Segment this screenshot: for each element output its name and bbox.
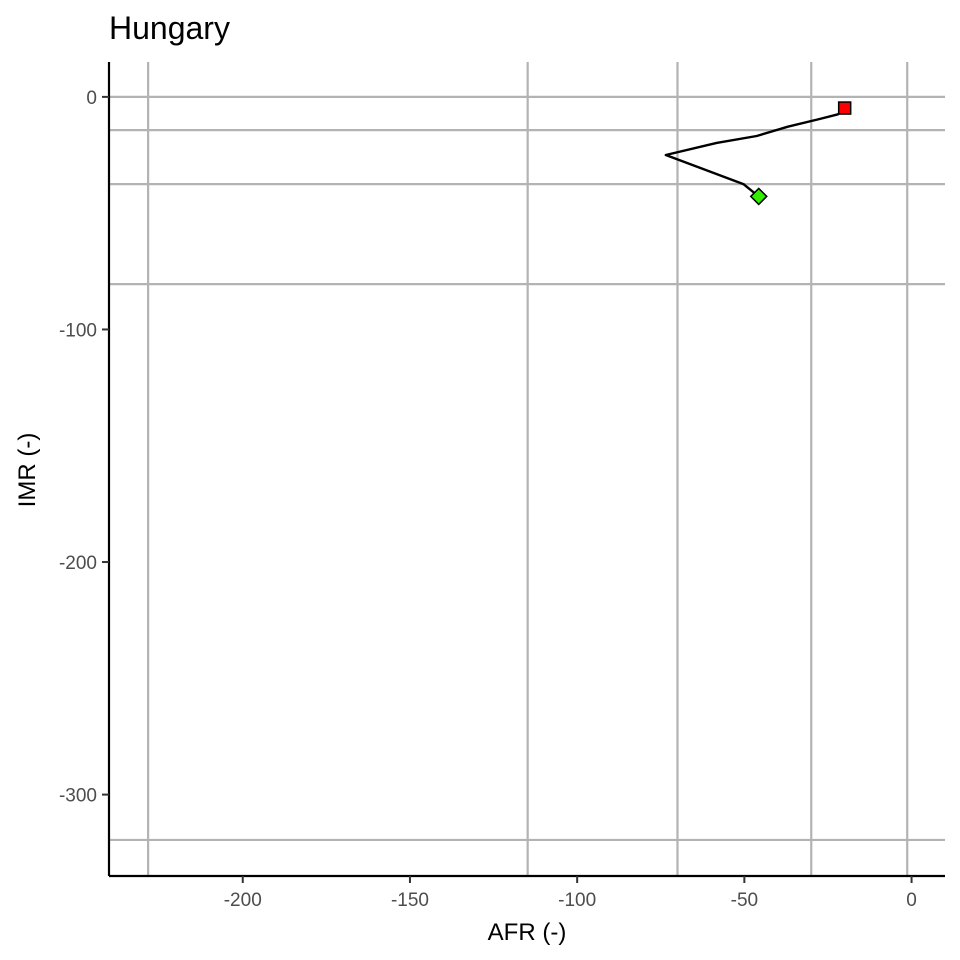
y-tick-label: -100: [59, 320, 97, 341]
axes: -200 -150 -100 -50 0 0 -100 -200 -300: [59, 62, 945, 911]
series-line-0: [664, 107, 846, 198]
y-tick-label: -200: [59, 553, 97, 574]
reference-lines: [109, 62, 945, 876]
markers: [749, 101, 852, 206]
x-tick-label: -200: [224, 890, 262, 911]
x-tick-label: -50: [731, 890, 758, 911]
y-tick-label: 0: [86, 88, 97, 109]
y-axis-title: IMR (-): [14, 433, 41, 508]
start-diamond-marker: [749, 187, 768, 206]
end-square-marker: [837, 101, 852, 115]
x-axis-title: AFR (-): [488, 919, 567, 946]
x-tick-label: -100: [558, 890, 596, 911]
y-tick-label: -300: [59, 786, 97, 807]
x-tick-label: -150: [391, 890, 429, 911]
x-tick-label: 0: [906, 890, 917, 911]
chart-title: Hungary: [109, 10, 230, 46]
series: [664, 107, 846, 198]
